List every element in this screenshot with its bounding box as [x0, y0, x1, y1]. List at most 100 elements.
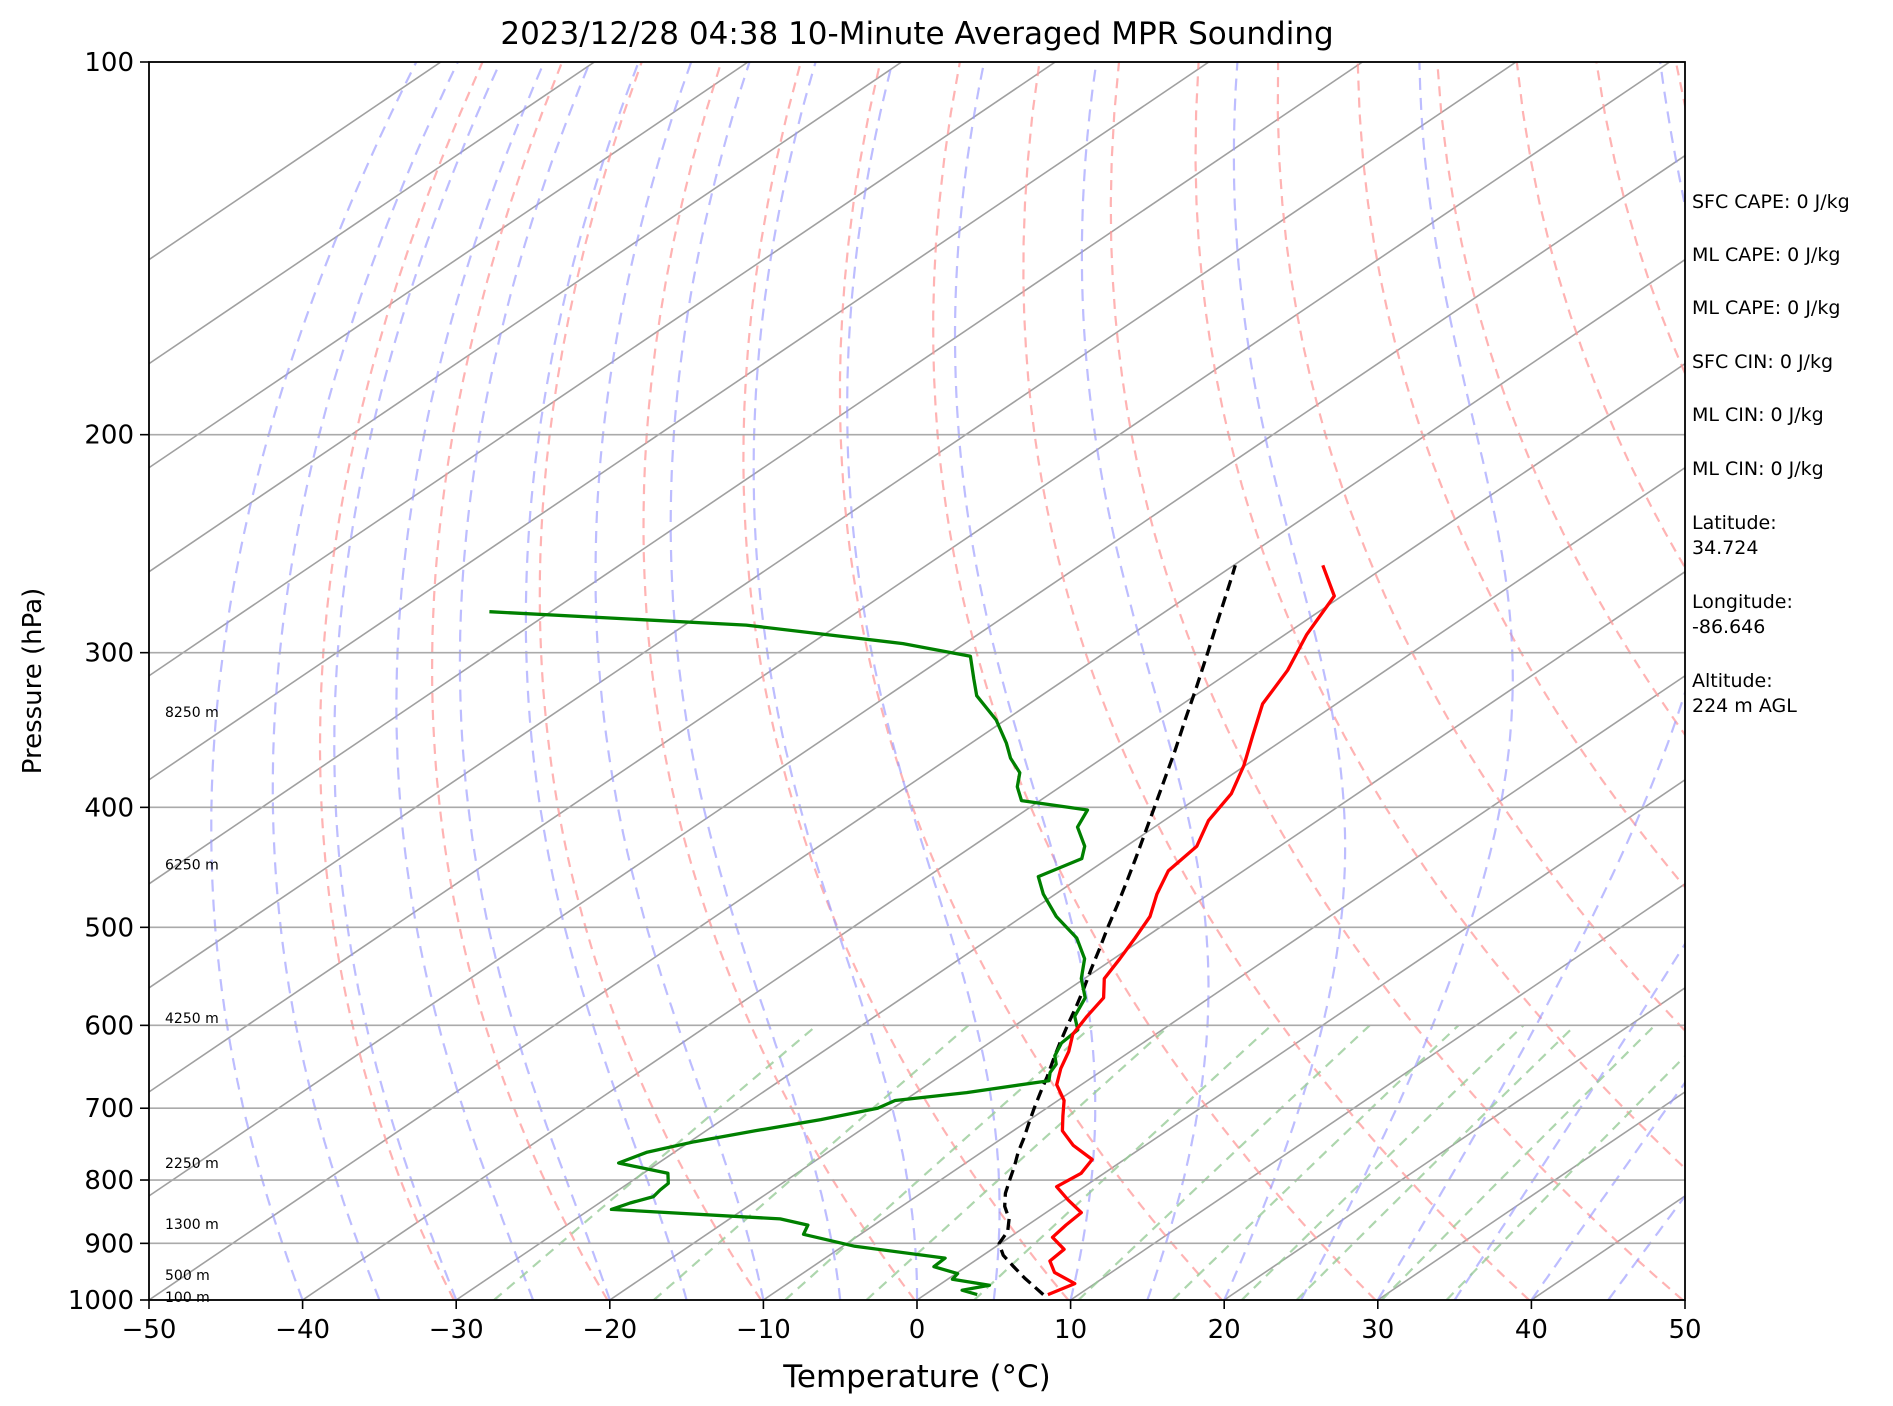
dry-adiabat-line [838, 62, 1223, 1300]
moist-adiabat-line [1530, 1080, 1685, 1300]
sfc-cin-label: SFC CIN: 0 J/kg [1692, 351, 1834, 373]
x-tick-label: −30 [429, 1315, 484, 1345]
height-label: 6250 m [165, 858, 219, 874]
isotherm-line [149, 62, 1671, 1093]
moist-adiabat-line [210, 62, 418, 1300]
y-tick-label: 300 [84, 639, 134, 669]
moist-adiabat-line [1080, 62, 1210, 1300]
dry-adiabat-line [1835, 62, 1893, 1300]
x-tick-label: −40 [275, 1315, 330, 1345]
isotherm-line [149, 62, 1363, 885]
sfc-cape-label: SFC CAPE: 0 J/kg [1692, 191, 1850, 213]
ml-cape-label-2: ML CAPE: 0 J/kg [1692, 297, 1841, 319]
y-tick-label: 700 [84, 1094, 134, 1124]
isotherm-line [302, 362, 1685, 1300]
x-axis-label: Temperature (°C) [782, 1359, 1051, 1395]
mixing-ratio-line [653, 1024, 970, 1300]
y-tick-label: 200 [84, 421, 134, 451]
isotherm-line [762, 674, 1685, 1300]
dry-adiabat-line [1276, 62, 1685, 1033]
y-tick-label: 500 [84, 913, 134, 943]
isotherm-line [1377, 1090, 1685, 1300]
moist-adiabat-line [1300, 62, 1514, 1300]
mixing-ratio-line [1077, 1024, 1371, 1300]
dry-adiabat-line [932, 62, 1377, 1300]
isotherm-line [1070, 882, 1685, 1300]
x-tick-label: 20 [1208, 1315, 1241, 1345]
moist-adiabat-line [1453, 941, 1685, 1300]
height-label: 100 m [165, 1290, 210, 1306]
isotherm-line [149, 62, 903, 573]
x-tick-label: 0 [909, 1315, 926, 1345]
y-tick-label: 400 [84, 793, 134, 823]
y-tick-label: 800 [84, 1166, 134, 1196]
moist-adiabat-line [333, 62, 502, 1300]
dry-adiabat-line [1109, 62, 1684, 1300]
y-tick-label: 100 [84, 48, 134, 78]
height-label: 8250 m [165, 705, 219, 721]
isotherm-line [916, 778, 1685, 1300]
moist-adiabat-line [395, 62, 546, 1300]
dry-adiabat-line [318, 62, 484, 1300]
y-tick-label: 1000 [68, 1286, 134, 1316]
dewpoint-line [489, 610, 1090, 1297]
x-axis-ticks: −50 −40 −30 −20 −10 0 10 20 30 40 50 [122, 1300, 1702, 1345]
moist-adiabat-line [458, 62, 611, 1300]
ml-cin-label-2: ML CIN: 0 J/kg [1692, 458, 1824, 480]
isotherm-line [149, 62, 749, 469]
latitude-label: Latitude: 34.724 [1692, 512, 1777, 559]
x-tick-label: 30 [1361, 1315, 1394, 1345]
y-axis-ticks: 100 200 300 400 500 600 700 800 900 1000 [68, 48, 149, 1316]
moist-adiabat-line [1223, 62, 1347, 1300]
isotherm-line [1223, 986, 1685, 1300]
ml-cin-label: ML CIN: 0 J/kg [1692, 404, 1824, 426]
isotherm-line [609, 570, 1685, 1300]
dry-adiabat-line [538, 62, 763, 1300]
temperature-line [1047, 564, 1336, 1297]
height-label: 500 m [165, 1268, 210, 1284]
isotherm-line [149, 258, 1685, 1300]
x-tick-label: −10 [736, 1315, 791, 1345]
altitude-label: Altitude: 224 m AGL [1692, 670, 1797, 717]
moist-adiabat-line [1607, 1194, 1685, 1300]
moist-adiabat-line [669, 62, 842, 1300]
background-lines [149, 62, 1893, 1300]
y-tick-label: 900 [84, 1229, 134, 1259]
ml-cape-label: ML CAPE: 0 J/kg [1692, 244, 1841, 266]
x-tick-label: 10 [1054, 1315, 1087, 1345]
height-labels: 100 m 500 m 1300 m 2250 m 4250 m 6250 m 8250 m [165, 705, 219, 1306]
isotherm-line [455, 466, 1685, 1300]
x-tick-label: 50 [1668, 1315, 1701, 1345]
moist-adiabat-line [953, 62, 1097, 1300]
mixing-ratio-line [1380, 1024, 1656, 1300]
profiles [489, 564, 1336, 1297]
dry-adiabat-line [742, 62, 1070, 1300]
mixing-ratio-line [493, 1024, 818, 1300]
x-tick-label: −50 [122, 1315, 177, 1345]
isotherm-line [149, 62, 1056, 677]
moist-adiabat-line [846, 62, 1001, 1300]
height-label: 1300 m [165, 1217, 219, 1233]
dry-adiabat-line [642, 62, 916, 1300]
isotherm-line [149, 62, 595, 365]
isotherm-line [149, 154, 1685, 1197]
moist-adiabat-line [594, 62, 765, 1300]
height-label: 4250 m [165, 1011, 219, 1027]
mixing-ratio-line [1445, 1054, 1685, 1300]
dry-adiabat-line [430, 62, 609, 1300]
isotherm-line [149, 62, 1210, 781]
x-tick-label: 40 [1515, 1315, 1548, 1345]
mixing-ratio-line [1295, 1024, 1576, 1300]
chart-title: 2023/12/28 04:38 10-Minute Averaged MPR … [500, 16, 1333, 52]
dry-adiabat-line [1194, 62, 1685, 1170]
moist-adiabat-line [1376, 62, 1685, 1300]
y-tick-label: 600 [84, 1011, 134, 1041]
isotherm-line [149, 62, 1517, 989]
y-axis-label: Pressure (hPa) [18, 588, 48, 775]
longitude-label: Longitude: -86.646 [1692, 591, 1793, 638]
moist-adiabat-line [752, 62, 919, 1300]
x-tick-label: −20 [582, 1315, 637, 1345]
moist-adiabat-line [524, 62, 688, 1300]
moist-adiabat-line [271, 62, 459, 1300]
